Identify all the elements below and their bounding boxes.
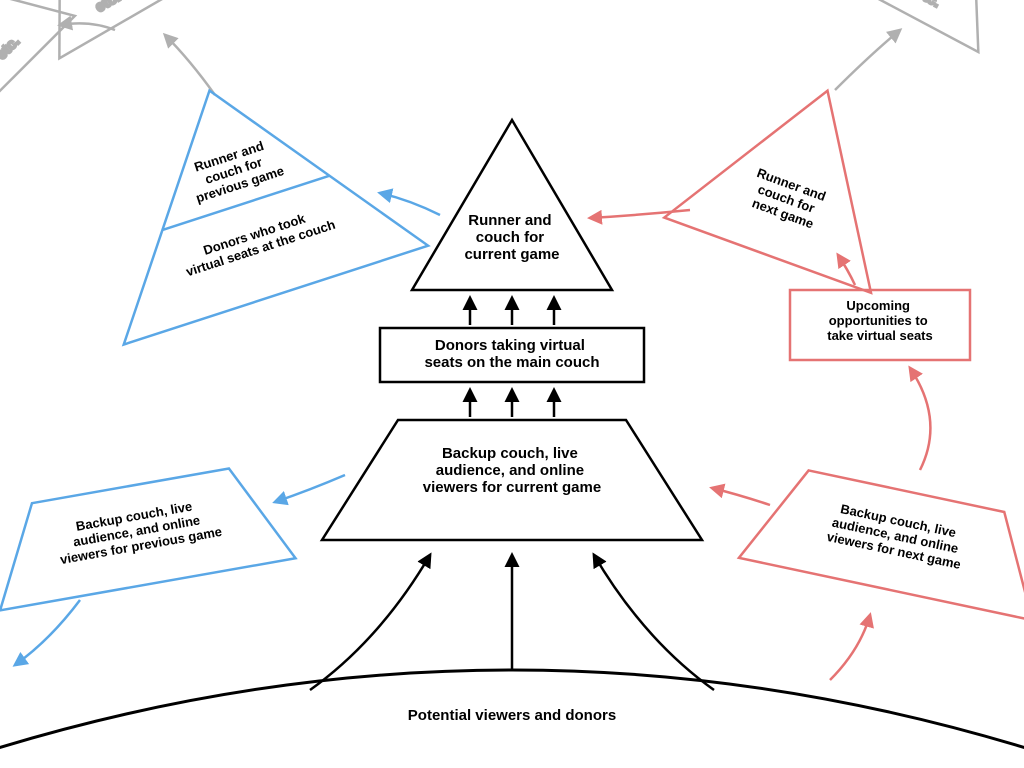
previous-trapezoid: Backup couch, live audience, and online … [0, 460, 296, 611]
etc-triangle-left-2: etc. [0, 0, 75, 115]
next-trap-label: Backup couch, live audience, and online … [826, 500, 969, 572]
arrow-center-tri-to-prev-tri [380, 193, 440, 215]
arrow-arc-to-next-trap [830, 615, 870, 680]
bottom-label: Potential viewers and donors [408, 707, 616, 724]
etc-label-3: etc. [913, 0, 944, 11]
arrow-next-to-etc [835, 30, 900, 90]
next-tri-label: Runner and couch for next game [745, 165, 832, 233]
donors-box-label: Donors taking virtual seats on the main … [424, 337, 599, 371]
previous-triangle: Runner and couch for previous game Donor… [57, 41, 428, 344]
arrow-next-tri-to-center-tri [590, 210, 690, 218]
prev-tri-bottom: Donors who took virtual seats at the cou… [179, 203, 337, 280]
next-trapezoid: Backup couch, live audience, and online … [739, 460, 1024, 620]
center-triangle-label: Runner and couch for current game [464, 212, 559, 263]
etc-label: etc. [92, 0, 123, 16]
arrow-prev-to-etc-2 [60, 23, 115, 30]
arrow-prev-to-etc-1 [165, 35, 215, 95]
arrow-prev-trap-down [15, 600, 80, 665]
arrow-next-trap-to-center-trap [712, 488, 770, 505]
arrow-next-trap-to-opp [910, 368, 930, 470]
center-triangle [412, 120, 612, 290]
prev-trap-label: Backup couch, live audience, and online … [54, 494, 223, 567]
arrow-center-trap-to-prev-trap [275, 475, 345, 502]
etc-label-2: etc. [0, 33, 23, 63]
etc-triangle-left-1: etc. [0, 0, 181, 58]
center-trap-label: Backup couch, live audience, and online … [423, 445, 601, 496]
etc-triangle-right: etc. [855, 0, 1024, 52]
opportunities-label: Upcoming opportunities to take virtual s… [827, 298, 933, 343]
next-triangle: Runner and couch for next game [664, 53, 931, 293]
arrow-arc-to-trap-3 [594, 555, 714, 690]
arrow-arc-to-trap-1 [310, 555, 430, 690]
